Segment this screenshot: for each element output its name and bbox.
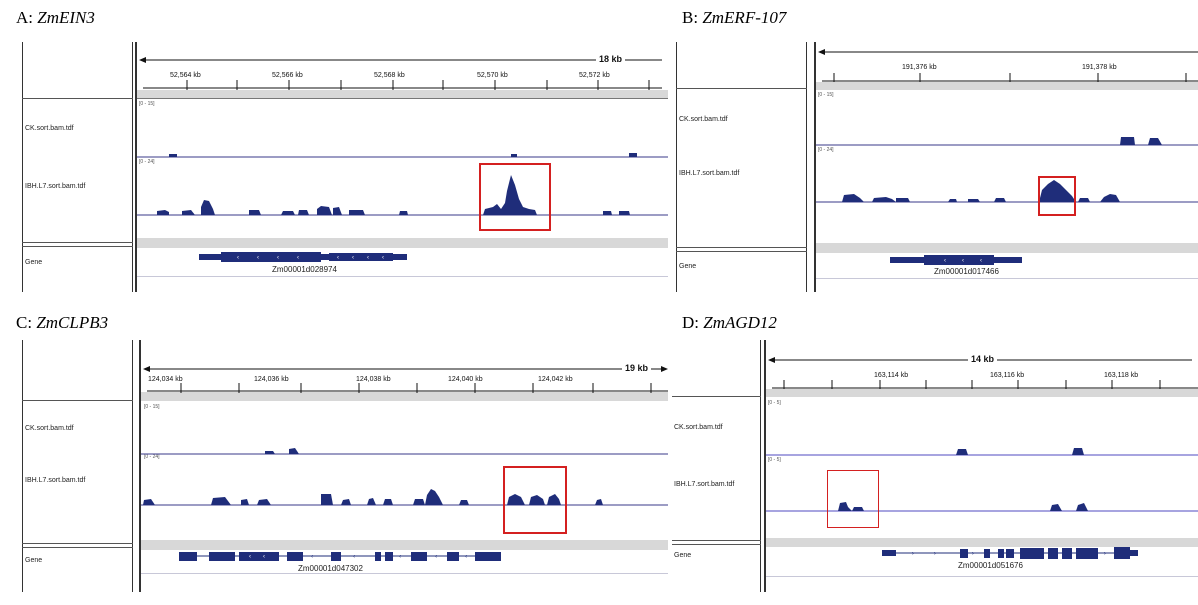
tick-label: 52,566 kb xyxy=(272,72,303,79)
span-label: 14 kb xyxy=(968,354,998,364)
svg-text:‹: ‹ xyxy=(237,255,239,261)
tick-label: 124,034 kb xyxy=(148,376,183,383)
gene-id: Zm00001d051676 xyxy=(958,561,1023,570)
svg-text:›: › xyxy=(934,551,936,557)
svg-text:›: › xyxy=(912,551,914,557)
svg-text:‹: ‹ xyxy=(337,255,339,261)
tick-label: 191,376 kb xyxy=(902,64,937,71)
track-name-ck: CK.sort.bam.tdf xyxy=(25,125,74,132)
svg-text:‹: ‹ xyxy=(465,554,467,560)
coverage-tracks xyxy=(766,448,1198,512)
svg-text:‹: ‹ xyxy=(399,554,401,560)
data-range: [0 - 15] xyxy=(139,101,155,107)
track-name-ibh: IBH.L7.sort.bam.tdf xyxy=(25,477,86,484)
svg-text:‹: ‹ xyxy=(352,255,354,261)
tick-label: 52,564 kb xyxy=(170,72,201,79)
tick-label: 191,378 kb xyxy=(1082,64,1117,71)
track-name-gene: Gene xyxy=(25,557,43,564)
track-name-ck: CK.sort.bam.tdf xyxy=(679,116,728,123)
panel-d: 14 kb 163,114 kb 163,116 kb 163,118 kb C… xyxy=(672,340,1198,592)
coverage-tracks xyxy=(141,448,668,506)
coverage-tracks xyxy=(137,153,668,216)
svg-text:‹: ‹ xyxy=(353,554,355,560)
highlight-box xyxy=(1038,176,1076,216)
panel-a-ruler xyxy=(139,57,662,90)
tick-label: 163,116 kb xyxy=(990,372,1025,379)
svg-text:›: › xyxy=(1104,551,1106,557)
data-range: [0 - 24] xyxy=(139,159,155,165)
svg-text:‹: ‹ xyxy=(257,255,259,261)
data-range: [0 - 15] xyxy=(144,404,160,410)
track-name-ibh: IBH.L7.sort.bam.tdf xyxy=(679,170,740,177)
gene-id: Zm00001d047302 xyxy=(298,564,363,573)
svg-text:‹: ‹ xyxy=(263,554,265,560)
svg-text:‹: ‹ xyxy=(435,554,437,560)
track-name-ibh: IBH.L7.sort.bam.tdf xyxy=(25,183,86,190)
panel-d-label: D: ZmAGD12 xyxy=(682,313,777,332)
svg-text:‹: ‹ xyxy=(249,554,251,560)
svg-text:‹: ‹ xyxy=(382,255,384,261)
gene-id: Zm00001d028974 xyxy=(272,265,337,274)
gene-model: ‹ ‹ ‹ ‹ ‹ ‹ ‹ ‹ xyxy=(199,252,407,262)
data-range: [0 - 5] xyxy=(768,400,781,406)
tick-label: 124,042 kb xyxy=(538,376,573,383)
span-label: 18 kb xyxy=(596,54,626,64)
data-range: [0 - 15] xyxy=(818,92,834,98)
highlight-box xyxy=(503,466,567,534)
panel-b: 191,376 kb 191,378 kb CK.sort.bam.tdf IB… xyxy=(676,42,1198,292)
panel-b-ruler xyxy=(818,49,1198,82)
data-range: [0 - 5] xyxy=(768,457,781,463)
svg-text:‹: ‹ xyxy=(297,255,299,261)
track-name-gene: Gene xyxy=(25,259,43,266)
svg-text:‹: ‹ xyxy=(980,258,982,264)
highlight-box xyxy=(479,163,551,231)
panel-c-ruler xyxy=(143,366,668,393)
panel-b-label: B: ZmERF-107 xyxy=(682,8,787,27)
panel-c-label: C: ZmCLPB3 xyxy=(16,313,109,332)
panel-a: 18 kb 52,564 kb 52,566 kb 52,568 kb 52,5… xyxy=(22,42,668,292)
track-name-ck: CK.sort.bam.tdf xyxy=(674,424,723,431)
coverage-tracks xyxy=(816,137,1198,203)
highlight-box xyxy=(827,470,879,528)
svg-text:‹: ‹ xyxy=(277,255,279,261)
track-name-gene: Gene xyxy=(674,552,692,559)
gene-id: Zm00001d017466 xyxy=(934,267,999,276)
panel-a-label: A: ZmEIN3 xyxy=(16,8,95,27)
panel-d-ruler xyxy=(768,357,1198,389)
tick-label: 52,570 kb xyxy=(477,72,508,79)
span-label: 19 kb xyxy=(622,363,652,373)
track-name-ck: CK.sort.bam.tdf xyxy=(25,425,74,432)
panel-c: 19 kb 124,034 kb 124,036 kb 124,038 kb 1… xyxy=(22,340,668,592)
track-name-gene: Gene xyxy=(679,263,697,270)
gene-model: ‹ ‹ ‹ ‹ ‹ ‹ ‹ xyxy=(179,552,501,561)
gene-model: › › › › xyxy=(882,547,1138,559)
tick-label: 124,036 kb xyxy=(254,376,289,383)
tick-label: 52,572 kb xyxy=(579,72,610,79)
track-name-ibh: IBH.L7.sort.bam.tdf xyxy=(674,481,735,488)
tick-label: 124,038 kb xyxy=(356,376,391,383)
tick-label: 163,118 kb xyxy=(1104,372,1139,379)
svg-text:‹: ‹ xyxy=(944,258,946,264)
tick-label: 163,114 kb xyxy=(874,372,909,379)
data-range: [0 - 24] xyxy=(818,147,834,153)
svg-text:‹: ‹ xyxy=(311,554,313,560)
tick-label: 52,568 kb xyxy=(374,72,405,79)
tick-label: 124,040 kb xyxy=(448,376,483,383)
svg-text:›: › xyxy=(972,551,974,557)
svg-text:‹: ‹ xyxy=(962,258,964,264)
gene-model: ‹ ‹ ‹ xyxy=(890,255,1022,265)
svg-text:‹: ‹ xyxy=(367,255,369,261)
data-range: [0 - 24] xyxy=(144,454,160,460)
